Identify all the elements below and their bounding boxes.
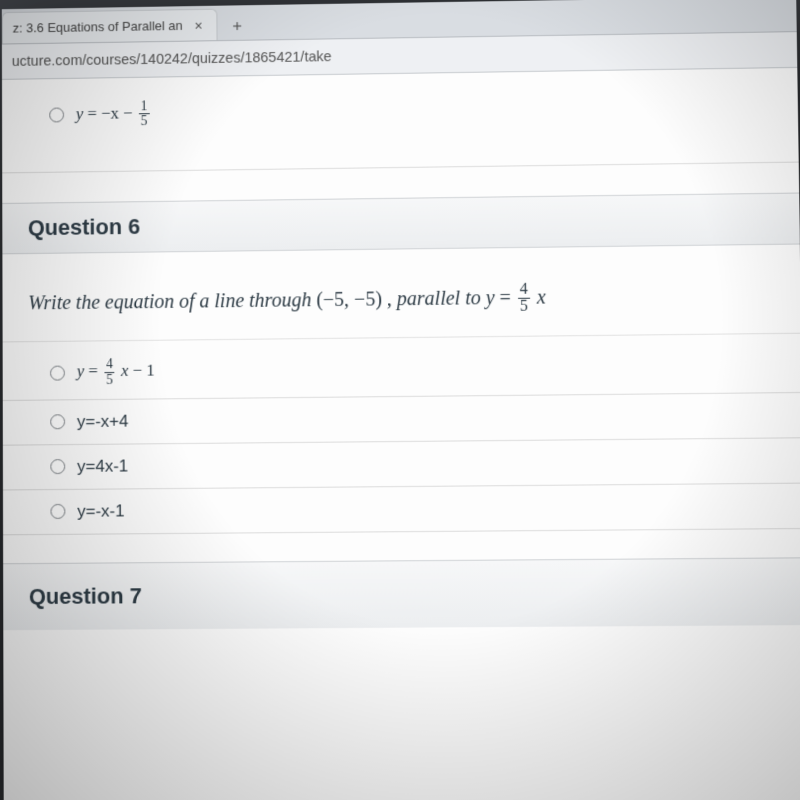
screen: z: 3.6 Equations of Parallel an × ucture… [2, 0, 800, 800]
browser-tab[interactable]: z: 3.6 Equations of Parallel an × [2, 9, 217, 44]
answer-option[interactable]: y=4x-1 [3, 438, 800, 490]
radio-button[interactable] [50, 504, 65, 519]
given-var: x [537, 286, 546, 308]
question-prompt: Write the equation of a line through (−5… [28, 286, 546, 314]
answer-option[interactable]: y=-x+4 [3, 393, 800, 446]
option-text: y=-x+4 [77, 411, 129, 431]
fraction-den: 5 [104, 373, 115, 387]
radio-button[interactable] [50, 459, 65, 474]
prompt-point: (−5, −5) [316, 288, 382, 311]
prompt-mid: , parallel to [387, 287, 486, 310]
fraction: 4 5 [518, 281, 530, 316]
previous-question-option: y = −x − 1 5 [2, 68, 799, 173]
answer-options: y = 4 5 x − 1 y=-x+4 [3, 334, 800, 535]
option-text: y=4x-1 [77, 456, 128, 476]
math-lhs: y [76, 104, 83, 123]
radio-button[interactable] [50, 415, 65, 430]
fraction: 4 5 [104, 357, 115, 386]
page-content: y = −x − 1 5 Question 6 Write the equati… [2, 68, 800, 800]
question-body: Write the equation of a line through (−5… [2, 244, 800, 343]
fraction-den: 5 [139, 114, 150, 128]
math-lhs: y [77, 361, 85, 380]
plus-icon [230, 19, 244, 33]
option-math: y = 4 5 x − 1 [77, 357, 155, 387]
given-equation: y = 4 5 x [486, 286, 546, 309]
answer-option[interactable]: y = 4 5 x − 1 [3, 338, 800, 401]
fraction-den: 5 [518, 299, 530, 316]
answer-option[interactable]: y=-x-1 [3, 483, 800, 535]
new-tab-button[interactable] [223, 12, 251, 40]
fraction-num: 1 [139, 99, 150, 114]
fraction-num: 4 [518, 281, 530, 299]
radio-button[interactable] [49, 108, 64, 123]
given-lhs: y [486, 287, 495, 309]
math-var: x [121, 361, 129, 380]
close-icon[interactable]: × [190, 17, 206, 33]
fraction: 1 5 [139, 99, 150, 128]
url-text: ucture.com/courses/140242/quizzes/186542… [12, 49, 332, 70]
math-rhs-pre: −x − [101, 103, 133, 122]
option-text: y=-x-1 [77, 501, 124, 521]
radio-button[interactable] [50, 365, 65, 380]
math-tail: − 1 [133, 361, 155, 380]
prompt-pre: Write the equation of a line through [28, 289, 316, 314]
option-math: y = −x − 1 5 [76, 99, 152, 129]
question-block: Question 6 Write the equation of a line … [2, 192, 800, 535]
next-question-header: Question 7 [3, 557, 800, 630]
tab-title: z: 3.6 Equations of Parallel an [13, 18, 183, 35]
fraction-num: 4 [104, 357, 115, 372]
